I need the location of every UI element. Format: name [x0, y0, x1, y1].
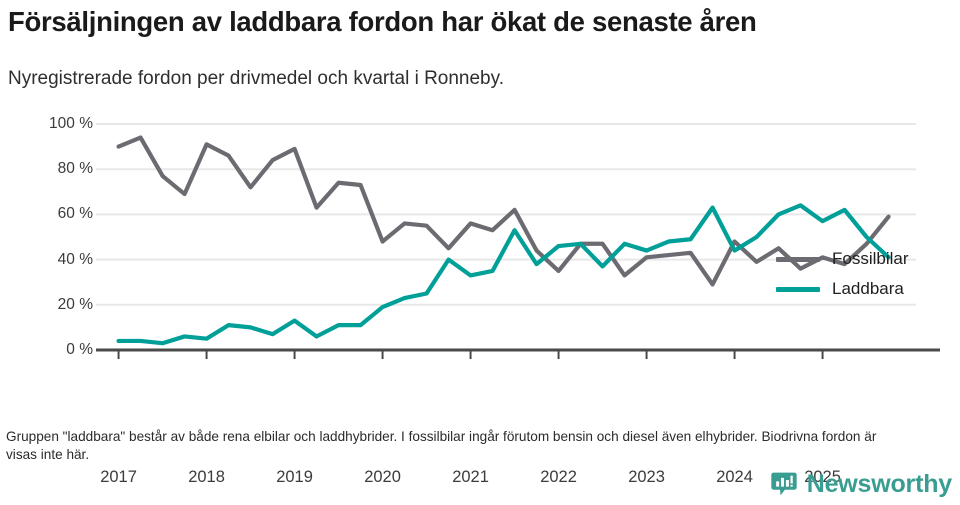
line-chart-svg: [96, 123, 940, 359]
x-axis-tick-label: 2017: [100, 468, 137, 486]
legend-swatch-fossilbilar: [776, 256, 820, 262]
legend-swatch-laddbara: [776, 286, 820, 292]
newsworthy-logo[interactable]: Newsworthy: [770, 468, 952, 500]
legend-label-fossilbilar: Fossilbilar: [832, 249, 909, 268]
y-axis-tick-label: 60 %: [57, 205, 93, 223]
plot-area: 0 % 20 % 40 % 60 % 80 % 100 % 2017 2018 2019 202…: [0, 108, 960, 486]
x-axis-tick-label: 2018: [188, 468, 225, 486]
chart-subtitle: Nyregistrerade fordon per drivmedel och …: [8, 68, 504, 89]
y-axis-tick-label: 40 %: [57, 250, 93, 268]
x-axis-ticks: [117, 350, 824, 359]
chart-footnote: Gruppen "laddbara" består av både rena e…: [6, 429, 877, 463]
series-line-laddbara: [116, 203, 891, 346]
x-axis-tick-label: 2025: [804, 468, 841, 486]
y-axis-tick-label: 80 %: [57, 160, 93, 178]
x-axis-tick-label: 2019: [276, 468, 313, 486]
gridlines: [96, 123, 916, 352]
newsworthy-wordmark: Newsworthy: [806, 469, 952, 498]
chart-legend: Fossilbilar Laddbara: [776, 244, 909, 304]
x-axis-tick-label: 2020: [364, 468, 401, 486]
series-line-fossilbilar: [116, 135, 891, 287]
legend-item-fossilbilar[interactable]: Fossilbilar: [776, 244, 909, 274]
x-axis-tick-label: 2022: [540, 468, 577, 486]
x-axis-tick-label: 2024: [716, 468, 753, 486]
bar-chart-speech-bubble-icon: [771, 472, 797, 496]
chart-title: Försäljningen av laddbara fordon har öka…: [8, 6, 757, 37]
y-axis-tick-label: 100 %: [49, 115, 93, 132]
legend-item-laddbara[interactable]: Laddbara: [776, 274, 909, 304]
legend-label-laddbara: Laddbara: [832, 279, 904, 298]
x-axis-tick-label: 2023: [628, 468, 665, 486]
y-axis-tick-label: 0 %: [66, 341, 93, 358]
y-axis-tick-label: 20 %: [57, 295, 93, 313]
x-axis-tick-label: 2021: [452, 468, 489, 486]
